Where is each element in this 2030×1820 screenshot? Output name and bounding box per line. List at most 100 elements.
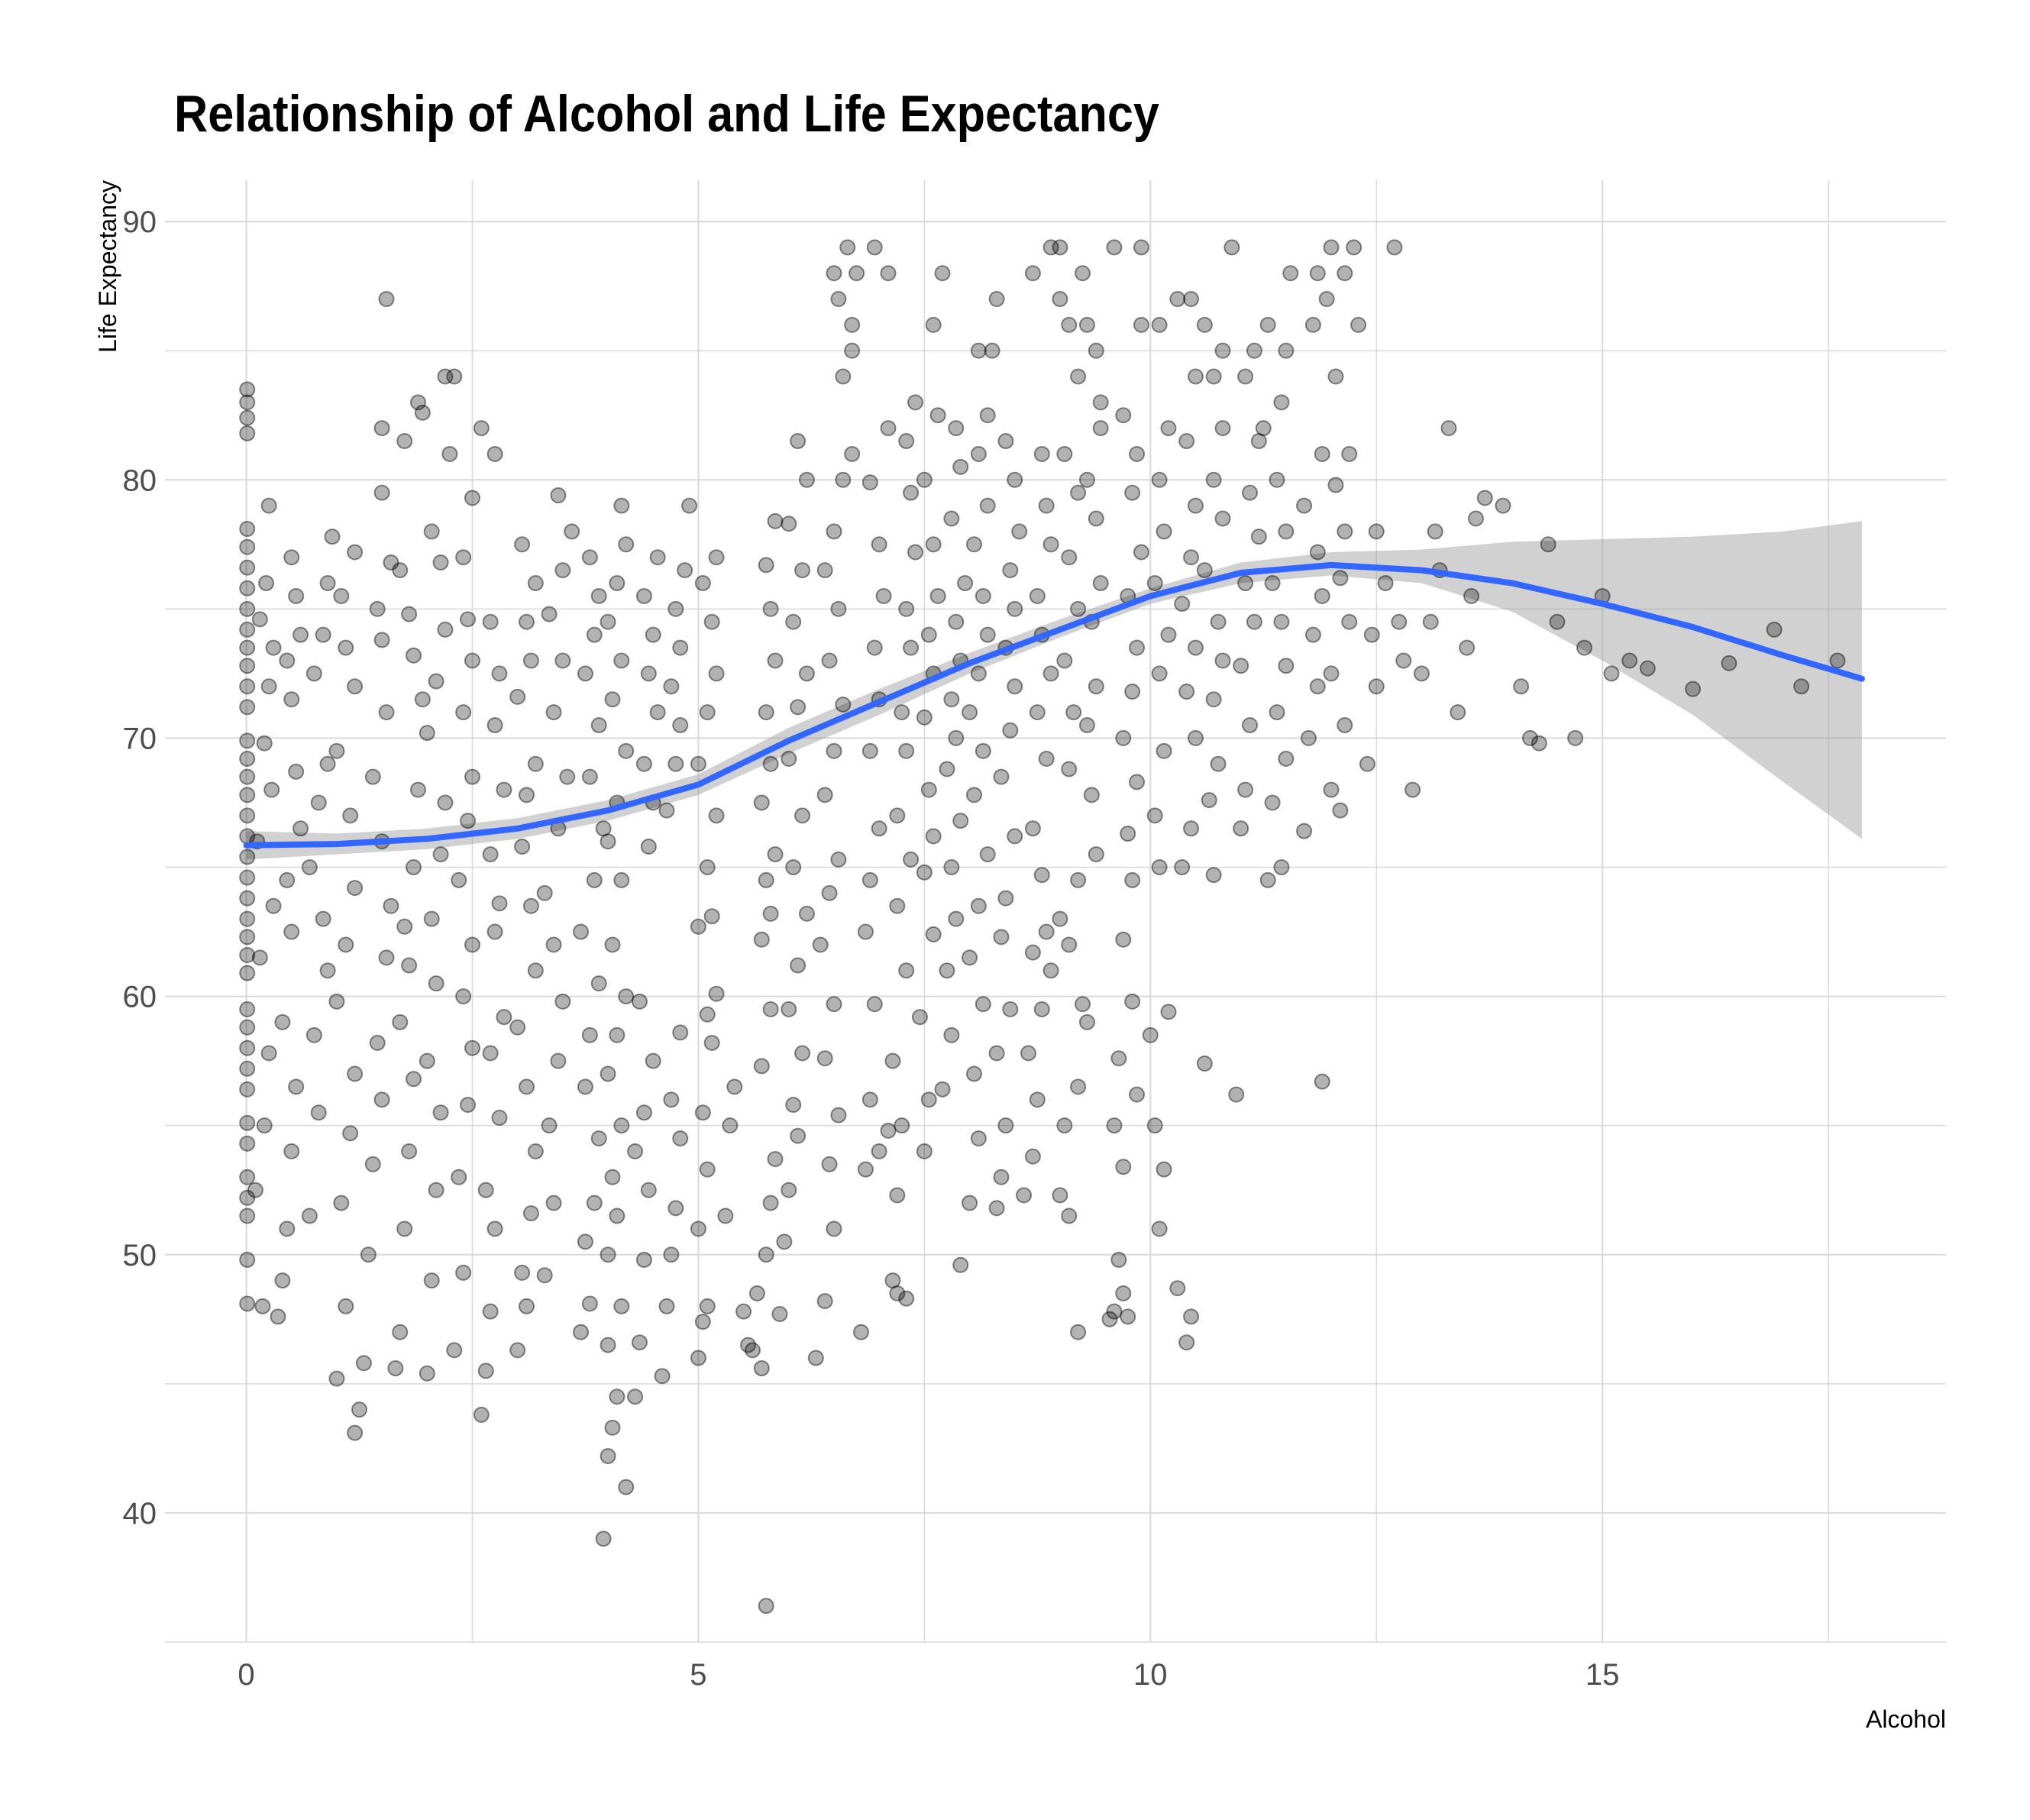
data-point — [554, 562, 571, 579]
data-point — [672, 639, 689, 656]
data-point — [239, 621, 256, 638]
data-point — [491, 665, 508, 682]
data-point — [1233, 820, 1249, 837]
data-point — [239, 678, 256, 695]
data-point — [767, 512, 784, 529]
data-point — [1088, 510, 1104, 527]
data-point — [722, 1117, 739, 1134]
data-point — [889, 807, 906, 824]
data-point — [794, 1045, 811, 1062]
data-point — [758, 1246, 774, 1263]
data-point — [239, 394, 256, 411]
data-point — [916, 471, 933, 488]
data-point — [573, 923, 590, 940]
data-point — [758, 557, 774, 574]
data-point — [347, 880, 364, 897]
data-point — [635, 1252, 652, 1269]
data-point — [816, 562, 833, 579]
data-point — [699, 1006, 716, 1023]
data-point — [239, 1207, 256, 1224]
data-point — [830, 600, 847, 617]
data-point — [1070, 368, 1087, 385]
data-point — [762, 600, 779, 617]
data-point — [781, 1001, 797, 1018]
data-point — [247, 1182, 263, 1198]
data-points — [239, 239, 1846, 1615]
data-point — [1052, 1187, 1068, 1204]
data-point — [239, 1001, 256, 1018]
data-point — [911, 1009, 928, 1026]
data-point — [550, 487, 567, 504]
data-point — [1029, 1091, 1046, 1108]
data-point — [658, 1298, 675, 1314]
data-point — [406, 859, 422, 876]
data-point — [1513, 678, 1530, 695]
data-point — [581, 1026, 598, 1043]
data-point — [965, 536, 982, 553]
data-point — [283, 549, 300, 566]
data-point — [965, 1065, 982, 1082]
data-point — [970, 342, 987, 359]
data-point — [373, 1091, 390, 1108]
data-point — [1115, 931, 1132, 948]
data-point — [708, 807, 725, 824]
data-point — [785, 1097, 802, 1114]
data-point — [1129, 445, 1146, 462]
data-point — [997, 433, 1014, 450]
data-point — [338, 1298, 354, 1314]
data-point — [1540, 536, 1556, 553]
data-point — [604, 1419, 621, 1436]
data-point — [979, 497, 996, 514]
data-point — [265, 897, 282, 914]
data-point — [898, 600, 915, 617]
data-point — [1187, 368, 1204, 385]
data-point — [1029, 704, 1046, 721]
data-point — [699, 859, 716, 876]
data-point — [753, 1360, 770, 1377]
data-point — [419, 1365, 435, 1382]
data-point — [256, 1117, 273, 1134]
data-point — [884, 1052, 901, 1069]
data-point — [1205, 691, 1222, 708]
data-point — [613, 871, 630, 888]
data-point — [519, 1298, 535, 1314]
data-point — [1115, 1159, 1132, 1175]
data-point — [239, 965, 256, 981]
data-point — [545, 704, 562, 721]
data-point — [239, 639, 256, 656]
data-point — [609, 575, 625, 592]
data-point — [1259, 316, 1276, 333]
data-point — [239, 768, 256, 785]
data-point — [668, 1200, 684, 1217]
data-point — [1129, 639, 1146, 656]
data-point — [635, 755, 652, 772]
data-point — [586, 871, 603, 888]
data-point — [1038, 750, 1055, 767]
data-point — [962, 704, 978, 721]
data-point — [943, 691, 960, 708]
data-point — [1332, 802, 1349, 819]
data-point — [1151, 471, 1168, 488]
data-point — [785, 859, 802, 876]
data-point — [355, 1355, 372, 1372]
data-point — [1133, 239, 1149, 256]
data-point — [776, 1233, 793, 1250]
data-point — [347, 678, 364, 695]
data-point — [1314, 445, 1330, 462]
data-point — [1169, 291, 1186, 308]
data-point — [861, 1091, 878, 1108]
data-point — [1233, 658, 1249, 674]
data-point — [239, 699, 256, 716]
data-point — [699, 1161, 716, 1178]
data-point — [315, 626, 331, 643]
data-point — [464, 652, 480, 669]
data-point — [451, 1169, 467, 1185]
data-point — [319, 755, 336, 772]
data-point — [903, 639, 920, 656]
data-point — [920, 1091, 937, 1108]
data-point — [1007, 471, 1023, 488]
data-point — [816, 787, 833, 803]
data-point — [1146, 575, 1163, 592]
data-point — [305, 665, 322, 682]
